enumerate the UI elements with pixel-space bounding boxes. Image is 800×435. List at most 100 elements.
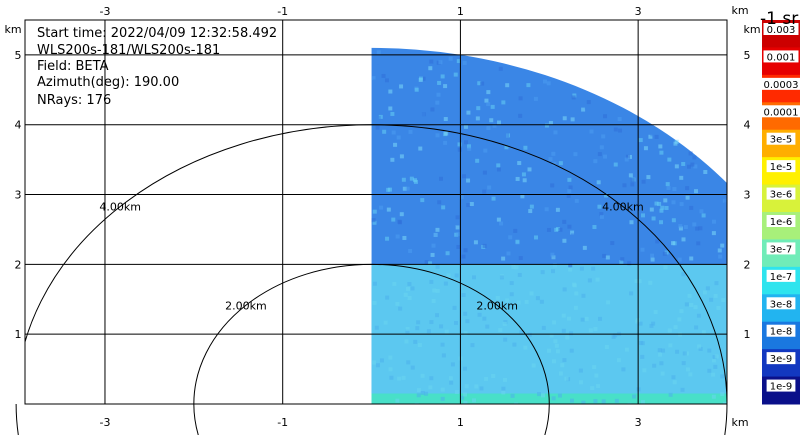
data-cell	[616, 358, 621, 363]
data-cell	[482, 316, 487, 321]
data-cell	[667, 157, 672, 162]
data-cell	[416, 388, 421, 393]
data-cell	[562, 168, 567, 173]
data-cell	[745, 253, 749, 257]
data-cell	[599, 212, 604, 217]
data-cell	[376, 115, 381, 120]
data-cell	[553, 339, 558, 344]
data-cell	[513, 228, 518, 233]
data-cell	[475, 116, 480, 121]
data-cell	[372, 220, 377, 225]
data-cell	[734, 212, 738, 216]
data-cell	[465, 319, 470, 324]
data-cell	[448, 56, 453, 61]
data-cell	[737, 360, 741, 364]
data-cell	[551, 396, 556, 401]
data-cell	[604, 345, 609, 350]
data-cell	[518, 113, 523, 118]
data-cell	[736, 364, 740, 368]
x-tick-label-bottom: -1	[277, 416, 288, 429]
data-cell	[570, 117, 575, 122]
data-cell	[685, 367, 690, 372]
data-cell	[659, 208, 664, 213]
data-cell	[599, 145, 604, 150]
data-cell	[381, 96, 386, 101]
data-cell	[441, 220, 446, 225]
data-cell	[455, 225, 460, 230]
data-cell	[674, 164, 679, 169]
y-unit-label-left: km	[4, 23, 21, 36]
colorbar-label: 1e-9	[770, 382, 793, 393]
data-cell	[646, 198, 651, 203]
data-cell	[689, 256, 694, 261]
data-cell	[438, 176, 443, 181]
data-cell	[505, 83, 510, 88]
data-cell	[436, 92, 441, 97]
data-cell	[444, 131, 449, 136]
data-cell	[588, 328, 593, 333]
data-cell	[520, 194, 525, 199]
data-cell	[397, 219, 402, 224]
data-cell	[701, 330, 706, 335]
data-cell	[405, 186, 410, 191]
data-cell	[435, 133, 440, 138]
data-cell	[557, 393, 562, 398]
data-cell	[722, 198, 727, 203]
data-cell	[727, 229, 731, 233]
data-cell	[432, 288, 437, 293]
range-ring-label: 2.00km	[476, 299, 518, 312]
data-cell	[514, 265, 519, 270]
data-cell	[420, 198, 425, 203]
data-cell	[696, 313, 701, 318]
data-cell	[482, 170, 487, 175]
data-cell	[647, 193, 652, 198]
colorbar-label-bg	[766, 379, 796, 392]
data-cell	[613, 127, 618, 132]
data-cell	[670, 241, 675, 246]
colorbar-label: 3e-9	[770, 354, 793, 365]
data-cell	[389, 245, 394, 250]
data-cell	[624, 157, 629, 162]
data-cell	[406, 360, 411, 365]
data-cell	[673, 325, 678, 330]
data-cell	[661, 348, 666, 353]
data-cell	[624, 347, 629, 352]
data-cell	[554, 227, 559, 232]
start-time-text: Start time: 2022/04/09 12:32:58.492	[37, 26, 278, 41]
grid-lines	[25, 20, 727, 404]
instrument-text: WLS200s-181/WLS200s-181	[37, 43, 221, 58]
data-cell	[371, 76, 376, 81]
data-cell	[638, 138, 643, 143]
data-cell	[594, 373, 599, 378]
data-cell	[597, 204, 602, 209]
data-cell	[517, 272, 522, 277]
data-cell	[694, 189, 699, 194]
data-cell	[449, 135, 454, 140]
data-cell	[597, 152, 602, 157]
data-cell	[541, 325, 546, 330]
data-cell	[454, 320, 459, 325]
data-cell	[389, 375, 394, 380]
data-cell	[516, 300, 521, 305]
data-cell	[384, 78, 389, 83]
range-ring-tail	[724, 403, 728, 435]
colorbar-label-bg	[766, 324, 796, 337]
data-cell	[569, 348, 574, 353]
data-cell	[497, 120, 502, 125]
data-cell	[535, 296, 540, 301]
data-cell	[739, 221, 743, 225]
data-cell	[477, 312, 482, 317]
x-unit-label-bottom: km	[731, 416, 748, 429]
data-cell	[408, 248, 413, 253]
data-cell	[718, 254, 723, 259]
data-cell	[505, 298, 510, 303]
data-cell	[402, 235, 407, 240]
data-cell	[652, 363, 657, 368]
colorbar-label: 0.0001	[764, 107, 799, 118]
data-cell	[498, 328, 503, 333]
data-cell	[548, 121, 553, 126]
data-cell	[565, 335, 570, 340]
data-cell	[381, 73, 386, 78]
data-cell	[693, 164, 698, 169]
range-ring-tail	[15, 403, 19, 435]
